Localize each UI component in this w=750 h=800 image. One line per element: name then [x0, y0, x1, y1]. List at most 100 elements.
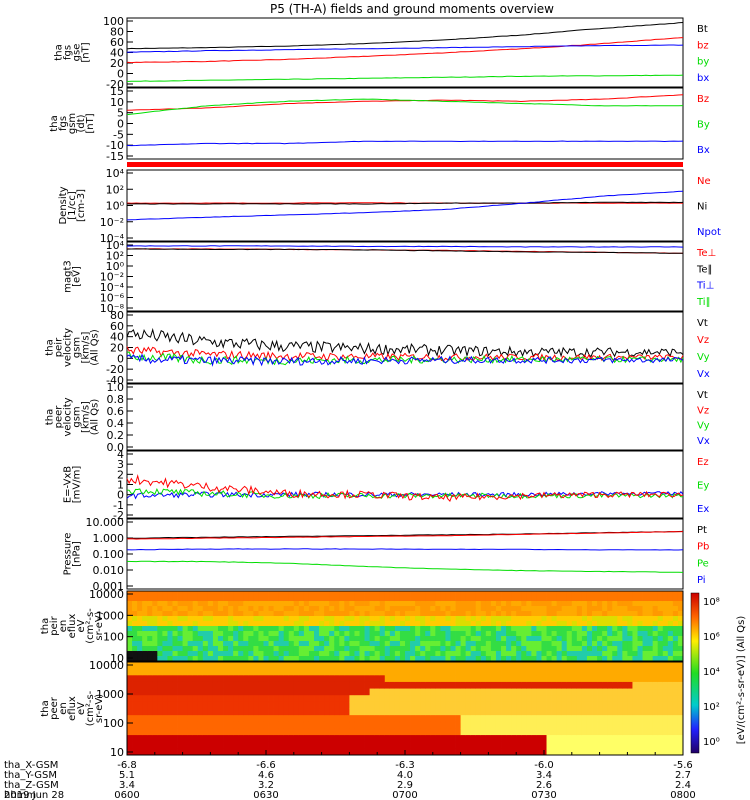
spectrogram-cell — [152, 616, 158, 622]
spectrogram-cell — [622, 611, 628, 617]
spectrogram-cell — [223, 688, 229, 696]
spectrogram-cell — [622, 596, 628, 602]
spectrogram-cell — [485, 675, 492, 683]
spectrogram-cell — [243, 701, 249, 709]
spectrogram-cell — [303, 606, 310, 612]
spectrogram-cell — [389, 636, 396, 642]
spectrogram-cell — [450, 735, 456, 743]
spectrogram-cell — [359, 701, 365, 709]
spectrogram-cell — [475, 596, 482, 602]
spectrogram-cell — [521, 688, 527, 696]
spectrogram-cell — [637, 596, 643, 602]
spectrogram-cell — [278, 601, 285, 607]
spectrogram-cell — [622, 606, 628, 612]
spectrogram-cell — [248, 626, 254, 632]
spectrogram-cell — [445, 748, 451, 756]
spectrogram-cell — [364, 688, 371, 696]
spectrogram-cell — [586, 631, 593, 637]
spectrogram-cell — [561, 728, 568, 736]
spectrogram-cell — [607, 631, 613, 637]
spectrogram-cell — [172, 611, 178, 617]
spectrogram-cell — [617, 636, 623, 642]
spectrogram-cell — [546, 701, 552, 709]
spectrogram-cell — [132, 596, 138, 602]
spectrogram-cell — [637, 636, 643, 642]
spectrogram-cell — [581, 596, 588, 602]
spectrogram-cell — [308, 626, 315, 632]
y-tick-label: 10 — [110, 96, 124, 109]
panel-peir_spectrogram: 10000100010010thapeirenefluxeV(cm²-s-sr-… — [40, 588, 684, 665]
spectrogram-cell — [207, 662, 214, 670]
spectrogram-cell — [420, 636, 426, 642]
spectrogram-cell — [399, 701, 406, 709]
spectrogram-cell — [278, 681, 285, 689]
spectrogram-cell — [197, 631, 204, 637]
spectrogram-cell — [177, 611, 183, 617]
spectrogram-cell — [556, 701, 563, 709]
spectrogram-cell — [329, 695, 335, 703]
spectrogram-cell — [379, 695, 386, 703]
spectrogram-cell — [440, 695, 446, 703]
spectrogram-cell — [273, 616, 280, 622]
spectrogram-cell — [652, 708, 659, 716]
spectrogram-cell — [455, 675, 461, 683]
x-row-value: 0600 — [114, 790, 139, 800]
spectrogram-cell — [501, 596, 507, 602]
spectrogram-cell — [288, 708, 295, 716]
spectrogram-cell — [652, 741, 659, 749]
spectrogram-cell — [581, 641, 588, 647]
spectrogram-cell — [197, 596, 204, 602]
spectrogram-cell — [268, 616, 274, 622]
spectrogram-cell — [652, 748, 659, 756]
spectrogram-cell — [212, 656, 219, 662]
spectrogram-cell — [137, 741, 143, 749]
spectrogram-cell — [430, 596, 436, 602]
spectrogram-cell — [420, 606, 426, 612]
spectrogram-cell — [238, 668, 244, 676]
spectrogram-cell — [455, 662, 461, 670]
y-tick-label: 10000 — [89, 659, 124, 672]
spectrogram-cell — [334, 621, 340, 627]
spectrogram-cell — [622, 651, 628, 657]
spectrogram-cell — [319, 681, 325, 689]
spectrogram-cell — [258, 641, 264, 647]
spectrogram-cell — [329, 688, 335, 696]
spectrogram-cell — [167, 662, 173, 670]
spectrogram-cell — [142, 695, 148, 703]
spectrogram-cell — [460, 741, 467, 749]
spectrogram-cell — [405, 646, 411, 652]
spectrogram-cell — [233, 621, 239, 627]
spectrogram-cell — [521, 741, 527, 749]
spectrogram-cell — [642, 708, 649, 716]
spectrogram-cell — [314, 606, 320, 612]
spectrogram-cell — [258, 616, 264, 622]
x-row-value: 3.2 — [258, 780, 274, 791]
spectrogram-cell — [394, 708, 401, 716]
spectrogram-cell — [652, 646, 659, 652]
spectrogram-cell — [172, 591, 178, 597]
spectrogram-cell — [506, 688, 512, 696]
spectrogram-cell — [440, 636, 446, 642]
spectrogram-cell — [541, 606, 547, 612]
spectrogram-cell — [627, 741, 633, 749]
spectrogram-cell — [581, 591, 588, 597]
spectrogram-cell — [435, 591, 441, 597]
spectrogram-cell — [253, 616, 259, 622]
spectrogram-cell — [536, 695, 542, 703]
spectrogram-cell — [576, 695, 583, 703]
spectrogram-cell — [475, 688, 482, 696]
spectrogram-cell — [399, 601, 406, 607]
spectrogram-cell — [455, 735, 461, 743]
spectrogram-cell — [187, 748, 194, 756]
spectrogram-cell — [536, 651, 542, 657]
spectrogram-cell — [617, 641, 623, 647]
spectrogram-cell — [430, 626, 436, 632]
spectrogram-cell — [495, 701, 502, 709]
spectrogram-cell — [268, 675, 274, 683]
spectrogram-cell — [354, 748, 360, 756]
spectrogram-cell — [541, 616, 547, 622]
spectrogram-cell — [263, 596, 269, 602]
spectrogram-cell — [278, 695, 285, 703]
series-Pt — [126, 530, 684, 539]
spectrogram-cell — [132, 721, 138, 729]
